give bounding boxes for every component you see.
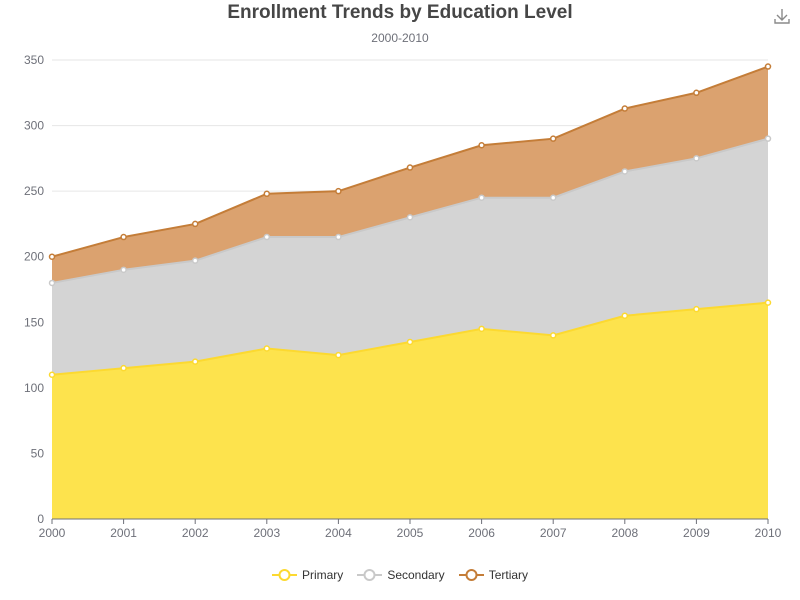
data-point-secondary bbox=[263, 233, 271, 241]
legend-item-tertiary[interactable]: Tertiary bbox=[458, 568, 529, 582]
legend: Primary Secondary Tertiary bbox=[0, 568, 800, 582]
x-tick-label: 2005 bbox=[397, 526, 424, 540]
data-point-primary bbox=[191, 358, 199, 365]
y-tick-label: 300 bbox=[24, 119, 44, 133]
data-point-primary bbox=[335, 351, 342, 359]
data-point-tertiary bbox=[406, 164, 414, 171]
data-point-primary bbox=[764, 299, 772, 306]
x-tick-label: 2010 bbox=[755, 526, 782, 540]
download-icon[interactable] bbox=[772, 6, 792, 26]
x-tick-label: 2002 bbox=[182, 526, 209, 540]
y-tick-label: 50 bbox=[31, 446, 45, 460]
data-point-secondary bbox=[693, 155, 700, 162]
x-tick-label: 2007 bbox=[540, 526, 567, 540]
x-tick-label: 2003 bbox=[253, 526, 280, 540]
y-tick-label: 350 bbox=[24, 53, 44, 67]
data-point-tertiary bbox=[478, 141, 485, 149]
x-tick-label: 2006 bbox=[468, 526, 495, 540]
chart-title: Enrollment Trends by Education Level bbox=[227, 2, 573, 23]
legend-item-primary[interactable]: Primary bbox=[271, 568, 344, 582]
data-point-secondary bbox=[478, 194, 485, 201]
y-tick-label: 200 bbox=[24, 250, 44, 264]
legend-marker-icon bbox=[458, 569, 484, 581]
data-point-secondary bbox=[764, 135, 772, 142]
area-tertiary bbox=[52, 66, 768, 283]
x-tick-label: 2001 bbox=[110, 526, 137, 540]
data-point-secondary bbox=[48, 279, 56, 287]
data-point-tertiary bbox=[621, 105, 629, 112]
x-tick-label: 2008 bbox=[611, 526, 638, 540]
data-point-secondary bbox=[406, 214, 414, 221]
x-tick-label: 2000 bbox=[39, 526, 66, 540]
data-point-primary bbox=[406, 338, 414, 346]
data-point-primary bbox=[263, 345, 271, 352]
data-point-tertiary bbox=[48, 253, 56, 260]
data-point-secondary bbox=[120, 266, 127, 274]
data-point-primary bbox=[120, 364, 127, 372]
y-tick-label: 100 bbox=[24, 381, 44, 395]
y-tick-label: 150 bbox=[24, 315, 44, 329]
data-point-primary bbox=[621, 312, 629, 319]
data-point-secondary bbox=[335, 233, 342, 241]
area-primary bbox=[52, 302, 768, 519]
area-secondary bbox=[52, 138, 768, 375]
data-point-primary bbox=[48, 371, 56, 378]
y-tick-label: 250 bbox=[24, 184, 44, 198]
data-point-secondary bbox=[621, 168, 629, 175]
data-point-tertiary bbox=[549, 135, 557, 142]
data-point-primary bbox=[693, 305, 700, 313]
y-tick-label: 0 bbox=[37, 512, 44, 526]
data-point-tertiary bbox=[120, 233, 127, 241]
data-point-tertiary bbox=[693, 89, 700, 97]
data-point-tertiary bbox=[191, 220, 199, 228]
data-point-tertiary bbox=[335, 187, 342, 195]
x-tick-label: 2009 bbox=[683, 526, 710, 540]
data-point-tertiary bbox=[764, 63, 772, 70]
data-point-primary bbox=[478, 325, 485, 333]
legend-item-secondary[interactable]: Secondary bbox=[357, 568, 445, 582]
data-point-tertiary bbox=[263, 190, 271, 198]
data-point-secondary bbox=[191, 257, 199, 264]
legend-marker-icon bbox=[271, 569, 297, 581]
data-point-primary bbox=[549, 332, 557, 339]
x-tick-label: 2004 bbox=[325, 526, 352, 540]
legend-label: Tertiary bbox=[488, 568, 529, 582]
data-point-secondary bbox=[549, 194, 557, 201]
chart-subtitle: 2000-2010 bbox=[371, 31, 429, 45]
legend-label: Secondary bbox=[387, 568, 445, 582]
legend-label: Primary bbox=[301, 568, 344, 582]
legend-marker-icon bbox=[357, 569, 383, 581]
